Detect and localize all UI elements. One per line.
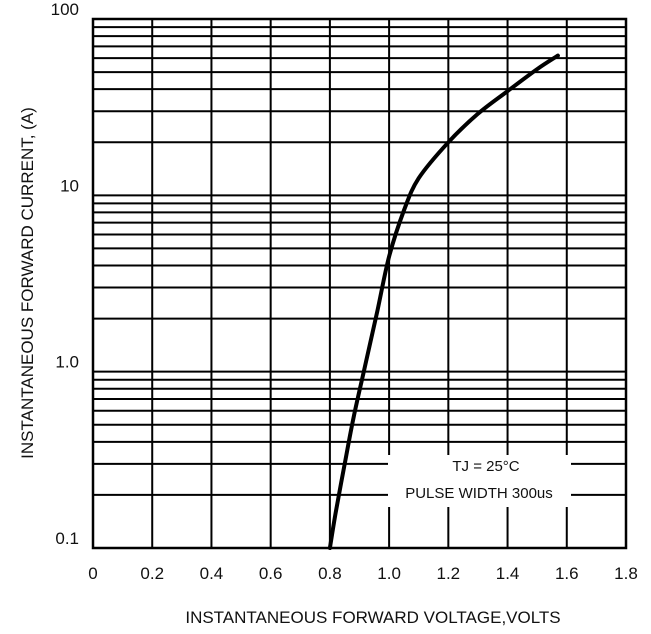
annotation-junction-temp: TJ = 25°C: [452, 458, 519, 475]
annotation-pulse-width: PULSE WIDTH 300us: [405, 485, 553, 502]
y-tick-label: 100: [51, 0, 79, 19]
annotation-box: [388, 455, 571, 507]
y-tick-label: 10: [60, 176, 79, 195]
x-tick-label: 0: [88, 564, 97, 583]
y-tick-label: 1.0: [55, 353, 79, 372]
x-tick-label: 1.8: [614, 564, 638, 583]
y-axis-title: INSTANTANEOUS FORWARD CURRENT, (A): [18, 107, 37, 459]
y-tick-labels: 0.1 1.0 10 100: [51, 0, 79, 548]
plot-frame: [91, 17, 628, 550]
y-tick-label: 0.1: [55, 529, 79, 548]
x-tick-labels: 0 0.2 0.4 0.6 0.8 1.0 1.2 1.4 1.6 1.8: [88, 564, 638, 583]
forward-characteristic-curve: [327, 53, 560, 550]
x-tick-label: 0.6: [259, 564, 283, 583]
x-tick-label: 0.2: [140, 564, 164, 583]
x-tick-label: 1.4: [496, 564, 520, 583]
condition-annotation: TJ = 25°C PULSE WIDTH 300us: [388, 455, 571, 507]
x-tick-label: 1.6: [555, 564, 579, 583]
x-axis-title: INSTANTANEOUS FORWARD VOLTAGE,VOLTS: [185, 608, 560, 627]
x-tick-label: 1.2: [437, 564, 461, 583]
x-tick-label: 0.8: [318, 564, 342, 583]
x-tick-label: 1.0: [377, 564, 401, 583]
x-tick-label: 0.4: [200, 564, 224, 583]
